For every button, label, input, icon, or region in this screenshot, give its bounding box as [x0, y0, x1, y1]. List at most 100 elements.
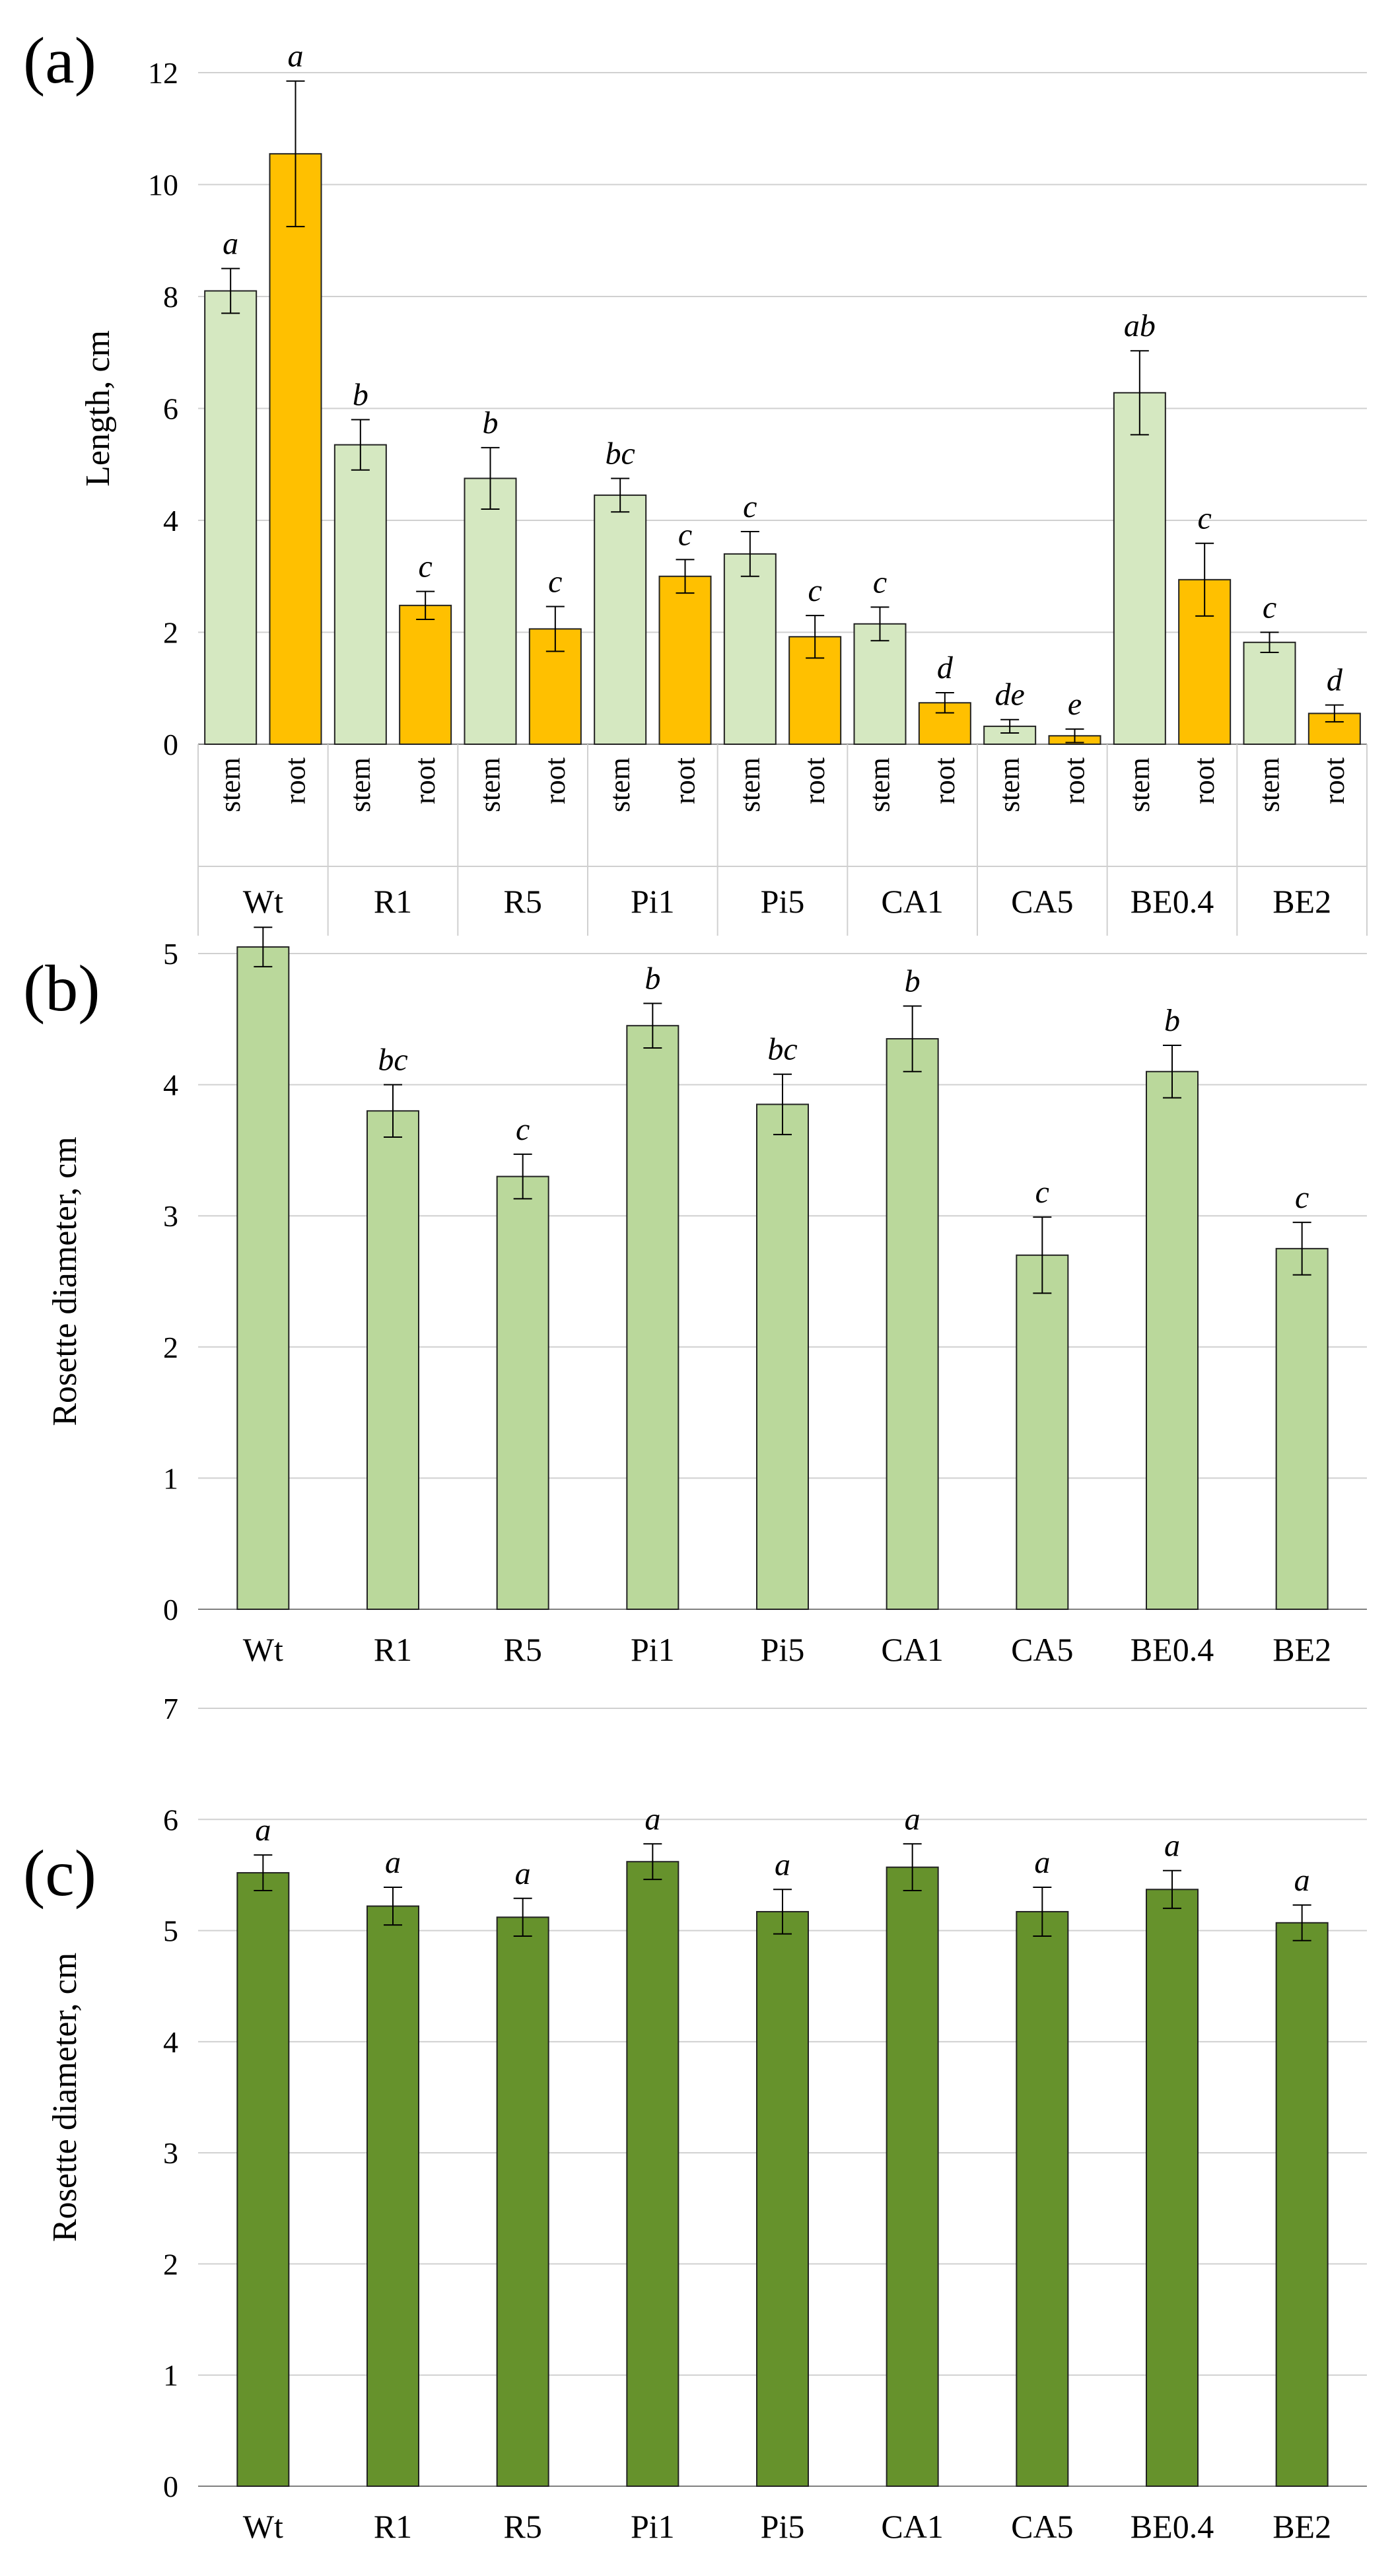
root-bar	[399, 604, 452, 745]
x-category-label: R5	[503, 1631, 541, 1668]
data-bar	[756, 1103, 809, 1610]
significance-label: a	[905, 1801, 921, 1836]
x-subcategory-label: root	[539, 757, 571, 804]
data-bar	[236, 1872, 290, 2487]
x-category-label: R1	[374, 1631, 412, 1668]
significance-label: a	[1164, 1828, 1180, 1863]
stem-bar	[1113, 392, 1166, 745]
x-category-label: CA1	[881, 2508, 943, 2545]
data-bar	[626, 1025, 680, 1610]
y-tick-label: 2	[163, 2247, 178, 2281]
significance-label: c	[743, 489, 757, 524]
x-category-label: R5	[503, 883, 541, 920]
data-bar	[236, 946, 290, 1610]
root-bar	[528, 628, 582, 745]
data-bar	[756, 1910, 809, 2488]
x-category-label: Pi1	[631, 1631, 675, 1668]
significance-label: a	[385, 1845, 401, 1880]
y-tick-label: 8	[163, 280, 178, 314]
panel-b-label: (b)	[23, 952, 100, 1025]
root-bar	[658, 575, 712, 745]
data-bar	[626, 1861, 680, 2488]
y-axis-label: Rosette diameter, cm	[46, 1136, 84, 1426]
y-tick-label: 4	[163, 504, 178, 538]
x-subcategory-label: stem	[864, 757, 896, 812]
significance-label: c	[1198, 501, 1212, 536]
significance-label: a	[1294, 1863, 1310, 1898]
data-bar	[1146, 1070, 1199, 1610]
significance-label: a	[1034, 1845, 1050, 1880]
data-bar	[1275, 1922, 1329, 2488]
y-tick-label: 3	[163, 2136, 178, 2170]
significance-label: a	[775, 1847, 790, 1882]
significance-label: a	[645, 1801, 660, 1836]
x-category-label: BE0.4	[1131, 2508, 1214, 2545]
significance-label: d	[1327, 663, 1343, 698]
significance-label: d	[937, 650, 954, 685]
x-category-label: BE2	[1272, 883, 1331, 920]
x-category-label: BE0.4	[1131, 883, 1214, 920]
y-axis-label: Rosette diameter, cm	[46, 1953, 84, 2242]
significance-label: a	[288, 39, 304, 74]
significance-label: b	[353, 377, 368, 412]
y-tick-label: 2	[163, 616, 178, 650]
x-subcategory-label: root	[669, 757, 701, 804]
stem-bar	[333, 444, 387, 746]
x-category-label: CA1	[881, 883, 943, 920]
significance-label: b	[1164, 1003, 1180, 1038]
significance-label: c	[873, 565, 887, 600]
y-tick-label: 5	[163, 937, 178, 971]
panel-c-label: (c)	[23, 1836, 96, 1910]
significance-label: b	[483, 405, 499, 440]
significance-label: bc	[606, 436, 635, 471]
x-category-label: BE0.4	[1131, 1631, 1214, 1668]
x-subcategory-label: root	[409, 757, 441, 804]
significance-label: ab	[1124, 308, 1156, 343]
x-category-label: Pi5	[761, 2508, 805, 2545]
x-subcategory-label: stem	[1253, 757, 1286, 812]
significance-label: bc	[767, 1032, 797, 1067]
stem-bar	[853, 623, 907, 745]
x-category-label: CA1	[881, 1631, 943, 1668]
x-subcategory-label: stem	[214, 757, 246, 812]
x-category-label: Wt	[243, 1631, 283, 1668]
significance-label: de	[995, 678, 1025, 713]
y-tick-label: 12	[148, 56, 178, 90]
x-category-label: Pi5	[761, 1631, 805, 1668]
data-bar	[366, 1110, 419, 1610]
y-tick-label: 1	[163, 2359, 178, 2392]
root-bar	[269, 153, 322, 745]
significance-label: a	[515, 1856, 531, 1891]
x-category-label: Pi1	[631, 883, 675, 920]
y-axis-label: Length, cm	[79, 330, 117, 487]
x-subcategory-label: root	[279, 757, 312, 804]
significance-label: a	[255, 1813, 271, 1848]
significance-label: e	[1068, 687, 1082, 722]
y-tick-label: 3	[163, 1199, 178, 1233]
data-bar	[1016, 1254, 1069, 1610]
x-category-label: Wt	[243, 2508, 283, 2545]
stem-bar	[204, 290, 258, 745]
y-tick-label: 7	[163, 1692, 178, 1725]
y-tick-label: 0	[163, 728, 178, 761]
stem-bar	[594, 494, 647, 745]
data-bar	[886, 1866, 939, 2488]
y-tick-label: 6	[163, 1803, 178, 1836]
significance-label: a	[223, 226, 238, 261]
x-category-label: BE2	[1272, 1631, 1331, 1668]
stem-bar	[1243, 641, 1296, 745]
y-tick-label: 6	[163, 392, 178, 426]
data-bar	[1275, 1247, 1329, 1610]
significance-label: b	[645, 961, 660, 996]
y-tick-label: 5	[163, 1914, 178, 1948]
x-category-label: CA5	[1011, 883, 1073, 920]
significance-label: c	[808, 573, 822, 608]
x-subcategory-label: root	[1318, 757, 1350, 804]
stem-bar	[464, 477, 517, 745]
significance-label: bc	[378, 1043, 407, 1078]
significance-label: c	[1035, 1175, 1049, 1210]
x-subcategory-label: root	[1188, 757, 1220, 804]
x-category-label: R1	[374, 883, 412, 920]
x-category-label: R5	[503, 2508, 541, 2545]
